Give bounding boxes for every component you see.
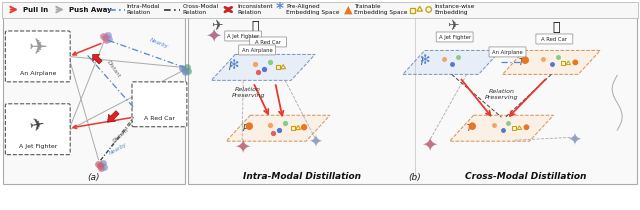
Text: ✈: ✈: [211, 18, 223, 33]
Text: ✦: ✦: [100, 32, 111, 45]
Text: 🚗: 🚗: [552, 21, 560, 34]
Polygon shape: [227, 115, 330, 141]
Text: Push Away: Push Away: [68, 7, 111, 13]
Text: ✈: ✈: [28, 38, 47, 58]
Polygon shape: [93, 54, 102, 64]
Bar: [561, 61, 565, 65]
Polygon shape: [450, 115, 554, 141]
Bar: [410, 8, 415, 13]
Point: [97, 161, 108, 165]
Text: A Jet Fighter: A Jet Fighter: [438, 35, 471, 40]
Text: 🚗: 🚗: [252, 20, 259, 33]
Text: Relation
Preserving: Relation Preserving: [484, 89, 518, 100]
Text: T: T: [519, 58, 524, 67]
Point: [93, 163, 103, 166]
Point: [100, 39, 111, 42]
Text: ●: ●: [467, 121, 476, 131]
Point: [180, 71, 191, 74]
Point: [179, 69, 189, 72]
FancyBboxPatch shape: [2, 1, 638, 17]
Bar: [513, 126, 516, 130]
Text: ●: ●: [244, 121, 252, 131]
Text: ✦: ✦: [234, 138, 250, 157]
Text: ✦: ✦: [205, 26, 221, 45]
Point: [102, 34, 113, 37]
Point: [104, 38, 114, 41]
Text: Relation
Preserving: Relation Preserving: [232, 87, 265, 98]
FancyBboxPatch shape: [5, 31, 70, 82]
Polygon shape: [108, 111, 119, 122]
Text: Nearby: Nearby: [148, 37, 169, 49]
FancyBboxPatch shape: [536, 34, 573, 44]
Text: A Red Car: A Red Car: [144, 116, 175, 121]
Text: *: *: [276, 2, 284, 17]
Polygon shape: [211, 54, 315, 80]
Text: ●: ●: [520, 55, 529, 65]
Text: Instance-wise
Embedding: Instance-wise Embedding: [435, 4, 475, 15]
Bar: [291, 126, 295, 130]
Text: Distant: Distant: [106, 59, 121, 78]
Text: A Red Car: A Red Car: [255, 40, 281, 45]
FancyBboxPatch shape: [188, 13, 637, 184]
Text: ✈: ✈: [29, 116, 47, 136]
Point: [183, 70, 193, 73]
Text: ✈: ✈: [447, 18, 458, 33]
Circle shape: [524, 125, 529, 129]
Text: Cross-Modal
Relation: Cross-Modal Relation: [182, 4, 218, 15]
Text: I: I: [229, 63, 232, 72]
Text: An Airplane: An Airplane: [242, 48, 273, 53]
Bar: [276, 65, 280, 69]
Text: ✦: ✦: [180, 65, 190, 75]
Text: A Jet Fighter: A Jet Fighter: [19, 144, 57, 149]
Text: An Airplane: An Airplane: [492, 50, 523, 55]
FancyBboxPatch shape: [436, 32, 473, 42]
Text: I: I: [420, 58, 423, 67]
FancyBboxPatch shape: [489, 47, 526, 57]
Text: An Airplane: An Airplane: [20, 71, 56, 76]
Text: ▲: ▲: [344, 5, 352, 14]
Text: A Red Car: A Red Car: [541, 37, 568, 42]
Text: A Jet Fighter: A Jet Fighter: [227, 34, 259, 39]
FancyBboxPatch shape: [5, 104, 70, 155]
Text: Intra-Modal
Relation: Intra-Modal Relation: [127, 4, 160, 15]
Text: Distant: Distant: [113, 127, 131, 144]
Point: [97, 35, 108, 38]
Text: T: T: [467, 124, 471, 133]
Point: [182, 66, 193, 69]
Text: P: P: [243, 124, 248, 133]
Text: Trainable
Embedding Space: Trainable Embedding Space: [354, 4, 408, 15]
Circle shape: [301, 125, 307, 130]
Text: ✦: ✦: [308, 133, 322, 151]
Polygon shape: [403, 50, 500, 74]
Point: [99, 37, 109, 40]
FancyBboxPatch shape: [250, 37, 287, 47]
Text: ✦: ✦: [95, 160, 106, 173]
Text: Intra-Modal Distillation: Intra-Modal Distillation: [243, 172, 361, 181]
FancyBboxPatch shape: [239, 45, 276, 55]
FancyBboxPatch shape: [225, 31, 262, 41]
FancyBboxPatch shape: [3, 13, 186, 184]
Text: Cross-Modal Distillation: Cross-Modal Distillation: [465, 172, 586, 181]
Text: ✻: ✻: [228, 59, 239, 72]
Text: Pull In: Pull In: [23, 7, 48, 13]
Text: ✻: ✻: [419, 54, 430, 67]
Text: (b): (b): [408, 173, 421, 182]
Text: ✦: ✦: [422, 136, 438, 155]
Point: [95, 164, 105, 168]
Point: [99, 165, 109, 169]
Text: Inconsistent
Relation: Inconsistent Relation: [237, 4, 273, 15]
Text: ✦: ✦: [568, 131, 581, 149]
Circle shape: [573, 60, 577, 65]
Polygon shape: [502, 50, 600, 74]
Text: Pre-Aligned
Embedding Space: Pre-Aligned Embedding Space: [286, 4, 340, 15]
Text: Nearby: Nearby: [109, 142, 128, 156]
Point: [95, 167, 106, 170]
Text: (a): (a): [88, 173, 100, 182]
FancyBboxPatch shape: [132, 82, 187, 127]
Point: [177, 67, 188, 70]
